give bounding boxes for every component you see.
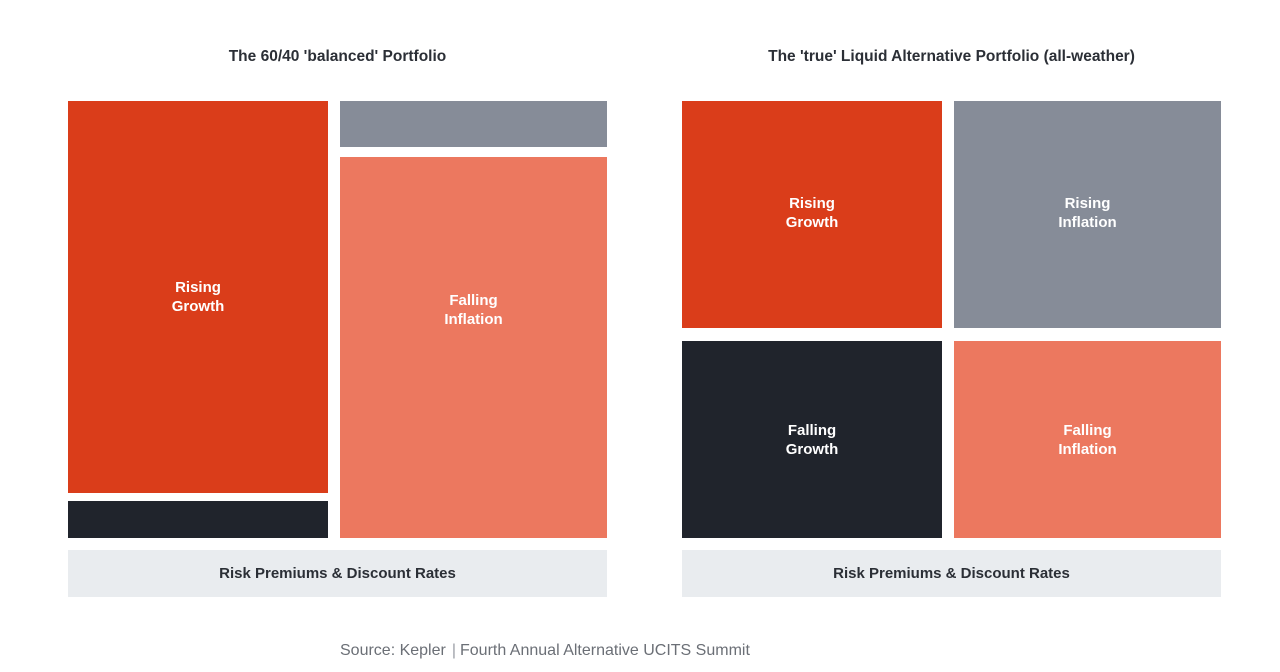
right-risk-premiums-bar: Risk Premiums & Discount Rates: [682, 550, 1221, 597]
right-rising-inflation-label-line2: Inflation: [1058, 214, 1117, 231]
right-falling-growth-label-line2: Growth: [785, 440, 839, 458]
left-falling-inflation-block: Falling Inflation: [340, 157, 607, 538]
left-risk-premiums-bar: Risk Premiums & Discount Rates: [68, 550, 607, 597]
source-event: Fourth Annual Alternative UCITS Summit: [460, 642, 750, 659]
source-prefix: Source: Kepler: [340, 642, 446, 659]
left-panel-title: The 60/40 'balanced' Portfolio: [228, 48, 447, 65]
right-falling-inflation-block: Falling Inflation: [954, 341, 1221, 538]
right-panel-title: The 'true' Liquid Alternative Portfolio …: [768, 48, 1135, 65]
right-rising-growth-label-line1: Rising: [789, 195, 835, 212]
right-risk-premiums-label: Risk Premiums & Discount Rates: [833, 565, 1070, 582]
left-rising-growth-block: Rising Growth: [68, 101, 328, 493]
left-falling-growth-block: [68, 501, 328, 538]
left-risk-premiums-label: Risk Premiums & Discount Rates: [219, 565, 456, 582]
right-rising-inflation-label-line1: Rising: [1064, 195, 1111, 212]
source-separator: |: [451, 642, 456, 659]
right-falling-growth-block: Falling Growth: [682, 341, 942, 538]
right-rising-growth-block: Rising Growth: [682, 101, 942, 328]
left-rising-inflation-block: [340, 101, 607, 147]
right-rising-inflation-block: Rising Inflation: [954, 101, 1221, 328]
left-rising-growth-label-line2: Growth: [171, 298, 225, 315]
left-rising-growth-label-line1: Rising: [175, 279, 221, 296]
left-falling-inflation-label-line2: Inflation: [444, 310, 503, 328]
left-falling-inflation-label-line1: Falling: [449, 291, 498, 309]
right-rising-growth-label-line2: Growth: [785, 214, 839, 231]
right-falling-growth-label-line1: Falling: [787, 421, 837, 439]
right-falling-inflation-label-line1: Falling: [1063, 421, 1112, 439]
right-falling-inflation-label-line2: Inflation: [1058, 440, 1117, 458]
source-caption: Source: Kepler | Fourth Annual Alternative…: [340, 642, 750, 660]
